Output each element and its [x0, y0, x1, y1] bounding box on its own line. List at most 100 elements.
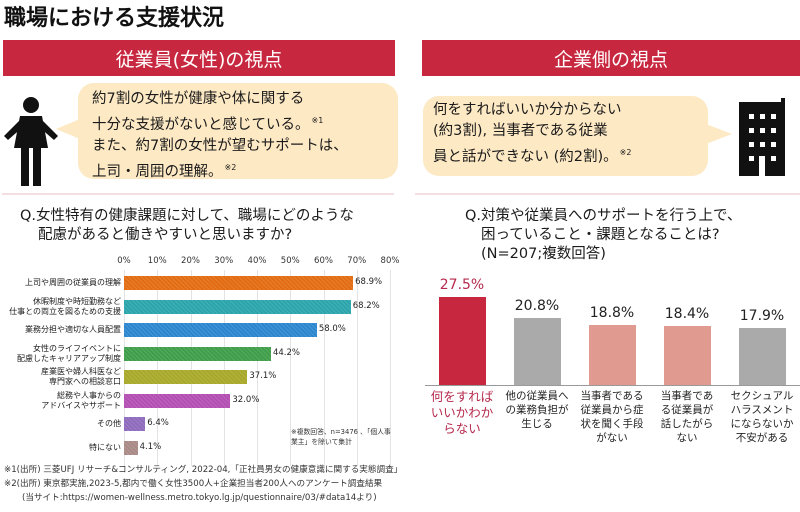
chart-note: ※複数回答、n=3476 、「個人事業主」を除いて集計 [291, 428, 391, 446]
category-label: 他の従業員へ の業務負担が 生じる [501, 389, 573, 431]
bar [739, 327, 786, 385]
bar [124, 370, 248, 384]
category-label: 特にない [0, 436, 121, 460]
category-label-line: 当事者である [580, 390, 644, 402]
category-label-line: る従業員が [660, 404, 714, 416]
page-title: 職場における支援状況 [4, 6, 225, 31]
employee-horizontal-bar-chart: 0% 10% 20% 30% 40% 50% 60% 70% 80% 68.9% 上司や周囲の従業員… [0, 252, 400, 467]
category-label-line: 配慮したキャリアアップ制度 [17, 353, 121, 363]
bar-value-label: 68.2% [352, 300, 380, 311]
x-gridline [390, 270, 391, 466]
category-label-line: 何をすれば [430, 389, 494, 404]
question-line: Q.女性特有の健康課題に対して、職場にどのような [20, 208, 354, 224]
x-axis-baseline [425, 385, 800, 386]
x-gridline [323, 270, 325, 466]
footnotes: ※1(出所) 三菱UFJ リサーチ&コンサルティング, 2022-04,「正社員… [4, 463, 402, 505]
x-gridline [356, 270, 358, 466]
company-speech-bubble: 何をすればいいか分からない (約3割), 当事者である従業 員と話ができない (… [423, 96, 732, 176]
bar [124, 346, 271, 361]
bar [124, 440, 138, 455]
bar-value-label: 68.9% [355, 277, 383, 287]
category-label: セクシュアル ハラスメント にならないか 不安がある [726, 389, 798, 445]
bubble-line: 上司・周囲の理解。 ※2 [92, 163, 237, 180]
footnote-1: ※1(出所) 三菱UFJ リサーチ&コンサルティング, 2022-04,「正社員… [4, 465, 403, 475]
question-line: (N=207;複数回答) [481, 246, 606, 262]
bar [439, 297, 486, 385]
x-gridline [290, 270, 292, 466]
bar [514, 318, 561, 385]
category-label-line: がない [596, 432, 628, 444]
category-label: 当事者である 従業員から症 状を聞く手段 がない [576, 389, 648, 445]
bar-value-label: 44.2% [272, 347, 300, 358]
x-tick-label: 50% [280, 256, 300, 266]
category-label-line: 女性のライフイベントに [33, 343, 121, 353]
category-label-line: 他の従業員へ [505, 390, 569, 402]
bar-value-label: 20.8% [514, 298, 560, 315]
section-divider [415, 193, 800, 195]
category-label-line: にならないか [730, 418, 794, 430]
x-tick-label: 30% [214, 256, 234, 266]
bar-value-label: 37.1% [249, 371, 277, 381]
bar [124, 393, 231, 408]
company-survey-question: Q.対策や従業員へのサポートを行う上で、 困っていること・課題となることは? (… [465, 207, 795, 264]
x-gridline [257, 270, 258, 466]
bar [664, 326, 711, 385]
bar [124, 299, 351, 314]
category-label-line: らない [443, 421, 481, 436]
category-label-line: ない [676, 432, 698, 444]
category-label-line: 上司や周囲の従業員の理解 [25, 278, 121, 287]
category-label: 産業医や婦人科医など 専門家への相談窓口 [0, 365, 121, 389]
employee-speech-bubble: 約7割の女性が健康や体に関する 十分な支援がないと感じている。 ※1 また、約7割… [56, 83, 398, 180]
category-label-line: 当事者であ [660, 390, 714, 402]
footnote-ref: ※2 [619, 148, 632, 157]
bar-value-label: 32.0% [232, 394, 260, 405]
category-label-line: 生じる [521, 418, 553, 430]
bar-value-label: 18.8% [589, 304, 635, 321]
category-label: 業務分担や適切な人員配置 [0, 318, 121, 342]
category-label-line: 仕事との両立を図るための支援 [9, 306, 121, 316]
category-label-line: 業務分担や適切な人員配置 [25, 325, 121, 334]
footnote-ref: ※2 [224, 163, 237, 172]
bar [124, 323, 317, 337]
x-tick-label: 0% [117, 256, 131, 266]
office-building-icon [739, 98, 785, 176]
question-line: 困っていること・課題となることは? [481, 227, 720, 243]
x-tick-label: 80% [380, 256, 400, 266]
category-label-line: ハラスメント [730, 404, 794, 416]
category-label-line: 特にない [89, 442, 121, 452]
bubble-line: 員と話ができない (約2割)。 ※2 [433, 148, 632, 165]
bar [124, 276, 354, 290]
x-tick-label: 70% [347, 256, 367, 266]
bar-value-label: 4.1% [139, 441, 162, 452]
category-label-line: 話したがら [660, 418, 714, 430]
category-label: その他 [0, 412, 121, 436]
x-gridline [223, 270, 225, 466]
bar [124, 417, 146, 431]
category-label: 何をすれば いいかわか らない [426, 389, 498, 437]
category-label-line: その他 [97, 419, 121, 428]
category-label-line: 産業医や婦人科医など [41, 367, 121, 376]
category-label-line: の業務負担が [505, 404, 569, 416]
bubble-line: (約3割), 当事者である従業 [433, 123, 608, 139]
x-gridline [157, 270, 159, 466]
bar-value-label: 58.0% [318, 324, 346, 334]
category-label-line: 総務や人事からの [57, 390, 121, 400]
bar-value-label: 18.4% [664, 306, 710, 323]
category-label-line: いいかわか [430, 405, 494, 420]
x-gridline [124, 270, 125, 466]
category-label-line: セクシュアル [730, 390, 794, 402]
bubble-line: また、約7割の女性が望むサポートは、 [92, 138, 348, 154]
category-label-line: 状を聞く手段 [580, 418, 644, 430]
footnote-ref: ※1 [311, 116, 324, 125]
x-tick-label: 60% [314, 256, 333, 266]
category-label: 当事者である従業員が話したがらない [651, 389, 723, 445]
employee-survey-question: Q.女性特有の健康課題に対して、職場にどのような 配慮があると働きやすいと思いま… [20, 207, 400, 245]
x-tick-label: 10% [147, 256, 167, 266]
category-label: 女性のライフイベントに 配慮したキャリアアップ制度 [0, 342, 121, 366]
category-label-line: アドバイスやサポート [41, 400, 121, 410]
footnote-2-source: (当サイト:https://women-wellness.metro.tokyo… [22, 493, 377, 503]
bar-value-label: 17.9% [739, 307, 785, 324]
category-label: 上司や周囲の従業員の理解 [0, 271, 121, 295]
employee-perspective-header: 従業員(女性)の視点 [3, 40, 395, 76]
section-divider [2, 193, 394, 195]
